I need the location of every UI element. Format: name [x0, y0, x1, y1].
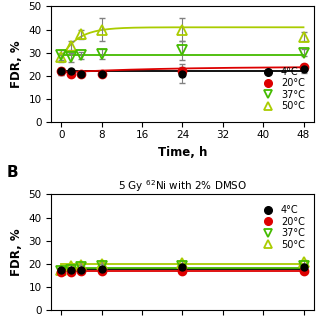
Legend: 4°C, 20°C, 37°C, 50°C: 4°C, 20°C, 37°C, 50°C: [255, 202, 309, 254]
Y-axis label: FDR, %: FDR, %: [10, 228, 23, 276]
Legend: 4°C, 20°C, 37°C, 50°C: 4°C, 20°C, 37°C, 50°C: [255, 63, 309, 115]
X-axis label: Time, h: Time, h: [158, 146, 207, 159]
Y-axis label: FDR, %: FDR, %: [10, 41, 23, 88]
Title: 5 Gy $^{62}$Ni with 2% DMSO: 5 Gy $^{62}$Ni with 2% DMSO: [118, 179, 247, 194]
Text: B: B: [6, 165, 18, 180]
